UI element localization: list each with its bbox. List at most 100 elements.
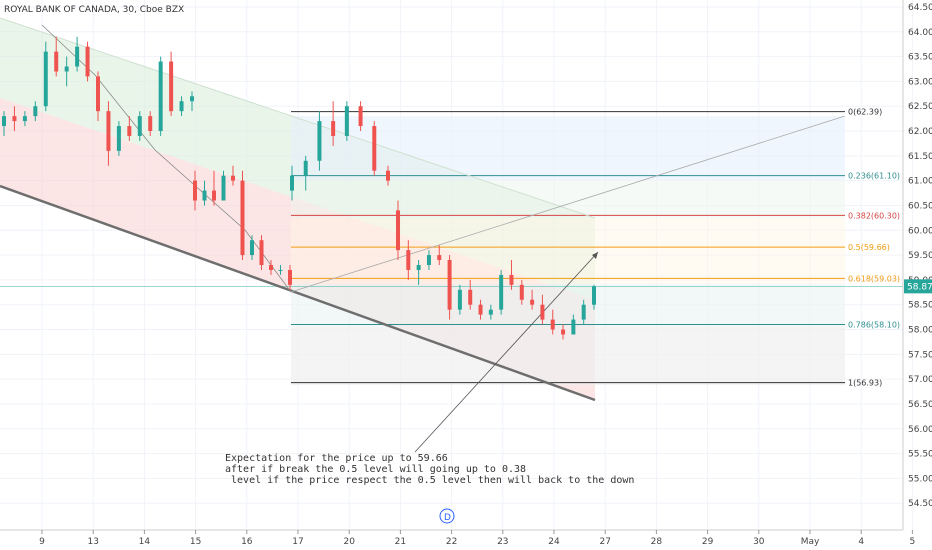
candle-body — [581, 304, 586, 320]
fib-label: 0.786(58.10) — [848, 321, 900, 330]
y-tick-label: 64.50 — [908, 3, 932, 13]
x-axis: 9 13 14 15 16 17 20 21 22 23 24 27 28 29 30 May 4 5 — [39, 530, 915, 547]
candle-body — [54, 51, 59, 72]
candle-body — [137, 116, 142, 136]
candle-body — [358, 106, 363, 127]
x-tick-label: 9 — [39, 537, 45, 547]
candle-body — [193, 180, 197, 201]
fib-zone-3 — [291, 218, 845, 284]
candle-body — [190, 96, 194, 102]
candle-body — [278, 269, 283, 271]
fib-label: 0.5(59.66) — [848, 243, 890, 252]
fib-zone-5 — [291, 327, 845, 385]
candle-body — [457, 289, 462, 310]
y-tick-label: 61.00 — [908, 177, 932, 187]
x-tick-label: 23 — [497, 537, 508, 547]
y-tick-label: 57.50 — [908, 350, 932, 360]
candle-body — [488, 309, 493, 315]
candle-body — [75, 46, 80, 67]
x-tick-label: 21 — [395, 537, 406, 547]
candle-body — [426, 255, 431, 265]
y-tick-label: 54.50 — [908, 499, 932, 509]
y-tick-label: 55.50 — [908, 450, 932, 460]
y-tick-label: 60.00 — [908, 226, 932, 236]
annotation-line-3: level if the price respect the 0.5 level… — [225, 475, 634, 486]
arrow-head — [592, 252, 598, 259]
fib-labels: 0(62.39) 0.236(61.10) 0.382(60.30) 0.5(59.6… — [848, 108, 900, 388]
candle-body — [540, 304, 545, 320]
candle-body — [231, 175, 235, 181]
candle-body — [169, 61, 174, 112]
annotation-arrow — [414, 251, 599, 453]
candle-body — [106, 111, 111, 151]
candle-body — [468, 289, 473, 305]
candle-body — [530, 299, 535, 305]
trendline-lower — [0, 184, 596, 402]
fib-zone-2 — [291, 180, 845, 218]
chart-title: ROYAL BANK OF CANADA, 30, Cboe BZX — [4, 5, 184, 15]
y-tick-label: 63.00 — [908, 77, 932, 87]
y-tick-label: 61.50 — [908, 152, 932, 162]
x-tick-label: 17 — [292, 537, 303, 547]
annotation-line-2: after if break the 0.5 level will going … — [225, 464, 526, 475]
y-tick-label: 56.00 — [908, 425, 932, 435]
trendline-upper — [0, 17, 596, 219]
y-tick-label: 63.50 — [908, 53, 932, 63]
y-tick-label: 57.00 — [908, 375, 932, 385]
candle-body — [406, 250, 411, 270]
candle-body — [592, 286, 596, 305]
candle-body — [571, 319, 576, 335]
candle-body — [478, 304, 483, 315]
candle-body — [116, 126, 121, 151]
last-price-label: 58.87 — [907, 282, 932, 292]
y-tick-label: 60.50 — [908, 201, 932, 211]
candle-body — [550, 319, 555, 330]
candle-body — [12, 116, 17, 122]
candle-body — [85, 46, 90, 77]
x-tick-label: 30 — [753, 537, 765, 547]
candle-body — [447, 260, 452, 310]
candle-body — [519, 284, 524, 300]
y-tick-label: 59.50 — [908, 251, 932, 261]
candle-body — [43, 51, 48, 107]
x-tick-label: 27 — [599, 537, 610, 547]
x-tick-label: 14 — [139, 537, 151, 547]
candle-body — [386, 170, 390, 181]
candle-body — [179, 101, 184, 112]
candle-body — [269, 265, 273, 270]
candle-body — [2, 116, 6, 127]
candlesticks — [2, 36, 596, 340]
candle-body — [288, 269, 292, 285]
candle-body — [33, 106, 38, 117]
candle-body — [344, 106, 349, 136]
candle-body — [96, 76, 100, 112]
x-tick-label: 15 — [190, 537, 201, 547]
x-tick-label: 29 — [702, 537, 714, 547]
x-tick-label: 5 — [910, 537, 916, 547]
annotation-line-1: Expectation for the price up to 59.66 — [225, 453, 448, 464]
candle-body — [509, 274, 514, 285]
candle-body — [437, 255, 442, 261]
y-axis: 64.50 64.00 63.50 63.00 62.50 62.00 61.50 61.00… — [908, 3, 932, 509]
x-tick-label: May — [801, 537, 820, 547]
candle-body — [499, 274, 504, 310]
y-tick-label: 58.50 — [908, 301, 932, 311]
candle-body — [221, 175, 226, 201]
last-price-badge — [904, 279, 932, 294]
candle-body — [250, 240, 254, 256]
candle-body — [212, 190, 216, 201]
x-tick-label: 16 — [241, 537, 253, 547]
fib-label: 0.618(59.03) — [848, 274, 900, 283]
dividend-marker[interactable] — [439, 508, 455, 524]
fib-zone-1 — [291, 116, 845, 180]
x-tick-label: 22 — [446, 537, 457, 547]
candle-body — [158, 61, 163, 132]
projection-line — [290, 115, 846, 293]
x-tick-label: 13 — [87, 537, 98, 547]
y-tick-label: 55.00 — [908, 474, 932, 484]
dividend-marker-label: D — [444, 513, 451, 523]
candle-body — [317, 121, 322, 161]
candle-body — [240, 180, 245, 256]
candle-body — [202, 190, 207, 201]
